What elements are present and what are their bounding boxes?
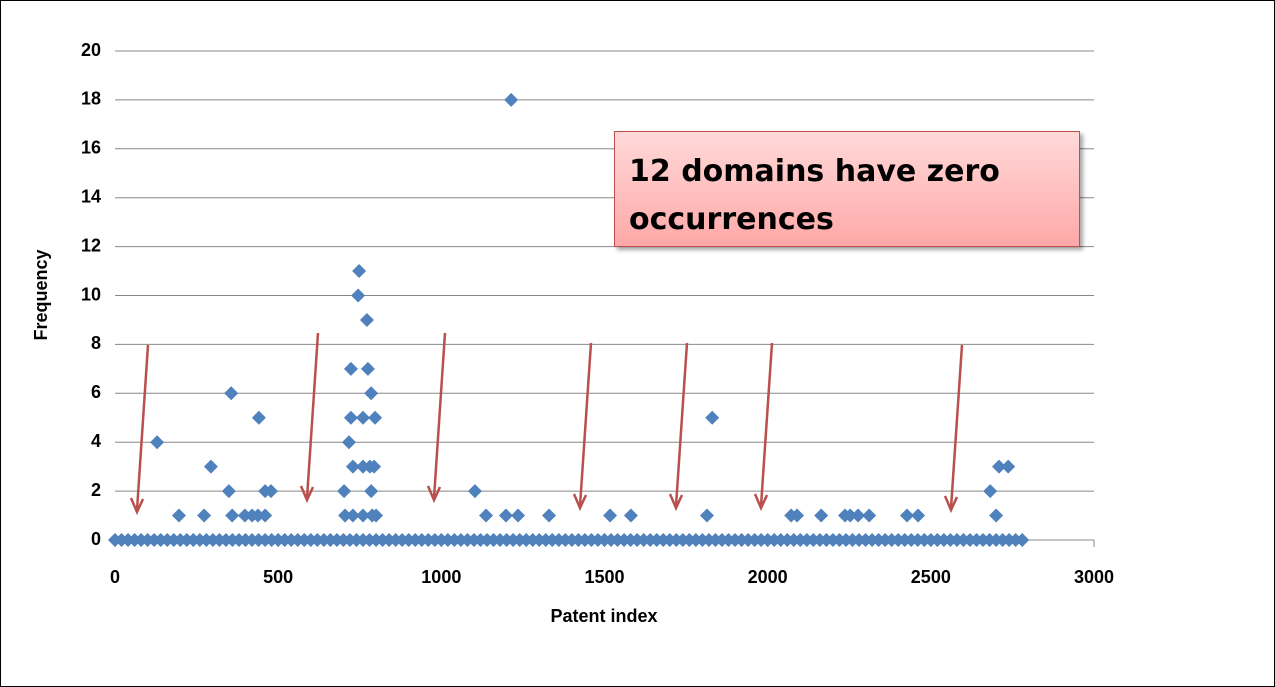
x-tick-label: 1000 [421,567,461,587]
point [364,484,379,499]
point [705,410,720,425]
point [359,312,374,327]
arrow-head [668,493,684,512]
point [851,508,866,523]
y-tick-label: 18 [81,89,101,109]
point [992,459,1007,474]
point [356,410,371,425]
point [351,288,366,303]
point [699,508,714,523]
point [511,508,526,523]
point [369,508,384,523]
marks [108,92,1030,547]
arrow [949,344,964,509]
y-tick-label: 20 [81,40,101,60]
point [250,508,265,523]
point [911,508,926,523]
arrow-head [753,493,769,512]
y-tick-label: 14 [81,186,101,206]
point [341,435,356,450]
point [150,435,165,450]
arrow [305,332,320,499]
point [498,508,513,523]
arrow [759,342,774,507]
x-axis-title: Patent index [550,606,657,626]
point [367,459,382,474]
x-tick-label: 500 [263,567,293,587]
point [263,484,278,499]
point [479,508,494,523]
point [345,508,360,523]
point [343,410,358,425]
annotation: 12 domains have zero occurrences [614,131,1080,247]
point [251,410,266,425]
y-tick-label: 4 [91,431,101,451]
point [989,508,1004,523]
point [225,508,240,523]
point [843,508,858,523]
y-tick-label: 6 [91,382,101,402]
grid: 0 2 4 6 8 10 12 14 16 18 20 0 500 1000 1500 2000 2500 300… [81,40,1114,587]
arrow [135,344,150,511]
point [467,484,482,499]
point [603,508,618,523]
y-tick-label: 2 [91,480,101,500]
point [862,508,877,523]
arrow-head [426,485,442,504]
point [224,386,239,401]
point [814,508,829,523]
point [352,264,367,279]
point [900,508,915,523]
point [504,92,519,107]
point [1001,459,1016,474]
y-tick-label: 0 [91,529,101,549]
y-axis-title: Frequency [31,249,51,340]
y-tick-label: 16 [81,138,101,158]
point [337,484,352,499]
y-tick-label: 10 [81,284,101,304]
point [258,508,273,523]
arrow-head [129,497,145,516]
point [237,508,252,523]
point [364,386,379,401]
arrow [432,332,447,499]
arrow [674,342,689,507]
point [221,484,236,499]
point [171,508,186,523]
point [983,484,998,499]
y-tick-label: 12 [81,235,101,255]
point [368,410,383,425]
point [1015,533,1030,547]
point [542,508,557,523]
point [197,508,212,523]
x-tick-label: 2000 [748,567,788,587]
point [338,508,353,523]
point [360,361,375,376]
point [203,459,218,474]
arrows [129,332,964,516]
point [356,508,371,523]
y-tick-label: 8 [91,333,101,353]
arrow [578,342,593,507]
point [790,508,805,523]
arrow-head [943,495,959,514]
x-tick-label: 1500 [584,567,624,587]
point [623,508,638,523]
point [343,361,358,376]
arrow-head [572,493,588,512]
arrow-head [299,485,315,504]
x-tick-label: 0 [110,567,120,587]
x-tick-label: 2500 [911,567,951,587]
x-tick-label: 3000 [1074,567,1114,587]
point [345,459,360,474]
